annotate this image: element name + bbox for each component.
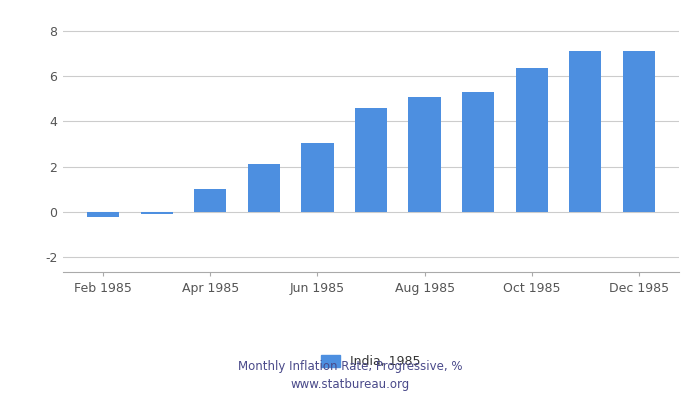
Legend: India, 1985: India, 1985 xyxy=(316,350,426,373)
Bar xyxy=(87,212,119,217)
Text: Monthly Inflation Rate, Progressive, %: Monthly Inflation Rate, Progressive, % xyxy=(238,360,462,373)
Bar xyxy=(355,108,387,212)
Bar xyxy=(194,189,226,212)
Bar xyxy=(141,212,173,214)
Bar xyxy=(302,143,333,212)
Bar xyxy=(248,164,280,212)
Bar xyxy=(516,68,548,212)
Bar xyxy=(569,51,601,212)
Bar xyxy=(462,92,494,212)
Text: www.statbureau.org: www.statbureau.org xyxy=(290,378,410,391)
Bar xyxy=(623,51,655,212)
Bar xyxy=(409,96,440,212)
